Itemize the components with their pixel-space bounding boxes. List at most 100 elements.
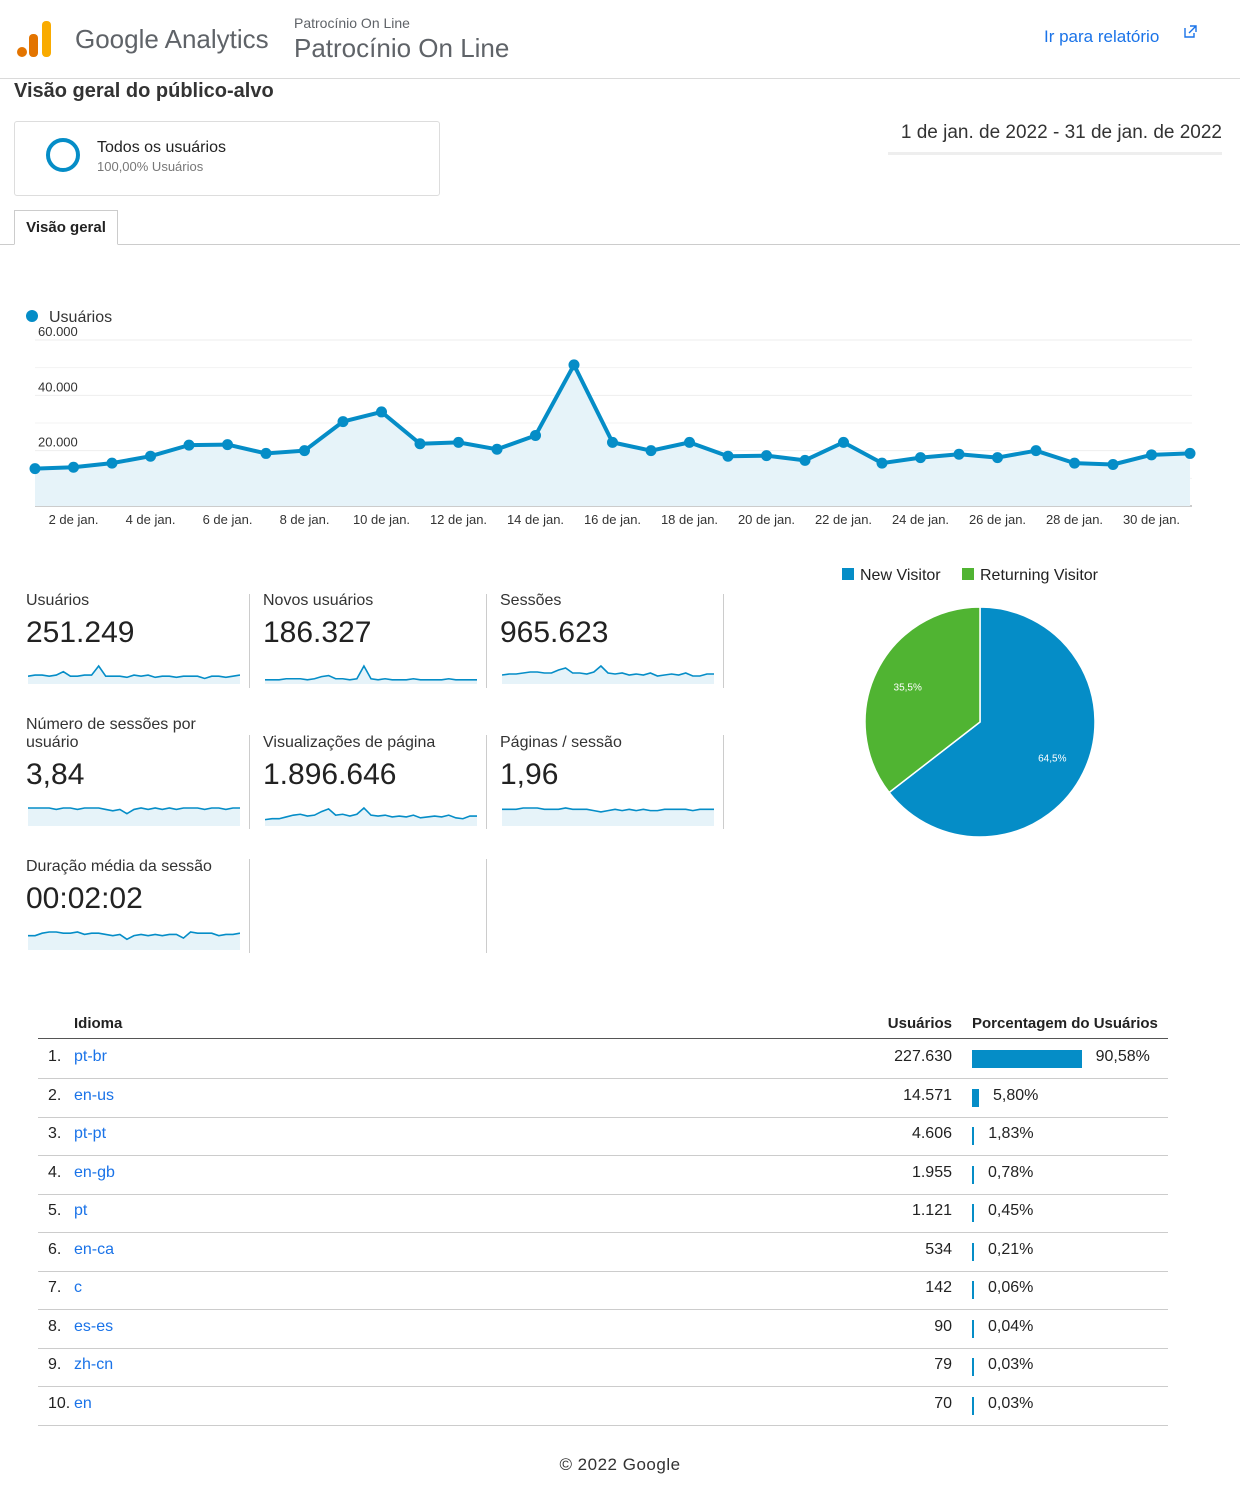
metric-label: Duração média da sessão bbox=[26, 858, 212, 875]
sparkline-line bbox=[28, 664, 240, 680]
legend-label: Returning Visitor bbox=[980, 567, 1098, 584]
go-to-report-link[interactable]: Ir para relatório bbox=[1044, 27, 1160, 46]
row-index: 9. bbox=[48, 1356, 62, 1373]
y-tick-label: 60.000 bbox=[38, 324, 78, 339]
x-tick-label: 12 de jan. bbox=[430, 512, 487, 527]
row-users: 142 bbox=[925, 1279, 952, 1296]
row-language-link[interactable]: es-es bbox=[74, 1317, 114, 1335]
sparkline-area bbox=[502, 808, 714, 826]
header-language[interactable]: Idioma bbox=[74, 1015, 123, 1032]
row-percentage-bar bbox=[972, 1165, 974, 1184]
row-language-link[interactable]: zh-cn bbox=[74, 1356, 114, 1373]
metric-card: Duração média da sessão 00:02:02 bbox=[26, 858, 262, 974]
metric-divider bbox=[249, 859, 250, 953]
x-tick-label: 6 de jan. bbox=[203, 512, 253, 527]
row-percentage: 0,78% bbox=[988, 1163, 1034, 1181]
tab-divider bbox=[0, 244, 1240, 245]
table-row: 3. pt-pt 4.606 1,83% bbox=[38, 1117, 1168, 1156]
data-point bbox=[106, 457, 118, 469]
data-point bbox=[876, 457, 888, 469]
sparkline-area bbox=[502, 666, 714, 684]
metric-label: Novos usuários bbox=[263, 592, 374, 609]
sparkline-line bbox=[28, 807, 240, 815]
row-percentage-bar bbox=[972, 1050, 1082, 1068]
data-point bbox=[222, 439, 233, 451]
row-percentage-bar bbox=[972, 1319, 974, 1338]
metric-value: 251.249 bbox=[26, 616, 135, 649]
metric-card: Usuários 251.249 bbox=[26, 592, 262, 708]
sparkline-line bbox=[502, 664, 714, 677]
data-point bbox=[1107, 459, 1119, 470]
row-language-link[interactable]: en-us bbox=[74, 1086, 115, 1104]
metric-label: Número de sessões por usuário bbox=[26, 716, 196, 751]
account-name-small: Patrocínio On Line bbox=[294, 15, 410, 31]
row-percentage-bar bbox=[972, 1242, 974, 1261]
data-point bbox=[915, 452, 926, 464]
header-percentage[interactable]: Porcentagem do Usuários bbox=[972, 1015, 1158, 1032]
y-tick-label: 40.000 bbox=[38, 379, 78, 394]
metric-sparkline bbox=[502, 807, 714, 826]
table-row: 7. c 142 0,06% bbox=[38, 1271, 1168, 1310]
metric-divider bbox=[249, 594, 250, 688]
legend-swatch bbox=[842, 567, 854, 580]
date-range-picker[interactable]: 1 de jan. de 2022 - 31 de jan. de 2022 bbox=[888, 122, 1222, 155]
metric-sparkline bbox=[502, 664, 714, 684]
row-language-link[interactable]: c bbox=[74, 1279, 82, 1296]
row-users: 14.571 bbox=[903, 1086, 952, 1104]
legend-swatch bbox=[962, 567, 974, 580]
row-users: 227.630 bbox=[894, 1048, 952, 1065]
row-percentage: 5,80% bbox=[993, 1086, 1039, 1104]
external-link-icon[interactable] bbox=[1183, 25, 1197, 39]
row-language-link[interactable]: pt bbox=[74, 1202, 88, 1219]
sparkline-area bbox=[28, 666, 240, 684]
x-tick-label: 4 de jan. bbox=[126, 512, 176, 527]
row-users: 70 bbox=[934, 1394, 952, 1412]
sparkline-area bbox=[265, 808, 477, 826]
table-row: 6. en-ca 534 0,21% bbox=[38, 1233, 1168, 1272]
row-percentage: 0,21% bbox=[988, 1240, 1034, 1258]
x-tick-label: 28 de jan. bbox=[1046, 512, 1103, 527]
row-language-link[interactable]: en bbox=[74, 1394, 92, 1412]
sparkline-line bbox=[502, 807, 714, 813]
metric-divider bbox=[249, 735, 250, 829]
metric-sparkline bbox=[28, 664, 240, 684]
tab-overview[interactable]: Visão geral bbox=[14, 210, 118, 245]
row-language-link[interactable]: pt-pt bbox=[74, 1125, 107, 1142]
metric-sparkline bbox=[265, 664, 477, 684]
x-tick-label: 26 de jan. bbox=[969, 512, 1026, 527]
row-percentage: 0,03% bbox=[988, 1394, 1034, 1412]
x-tick-label: 30 de jan. bbox=[1123, 512, 1180, 527]
table-row: 8. es-es 90 0,04% bbox=[38, 1310, 1168, 1349]
table-header: Idioma Usuários Porcentagem do Usuários bbox=[38, 1010, 1168, 1039]
data-point bbox=[1184, 447, 1196, 459]
metric-card: Páginas / sessão 1,96 bbox=[500, 734, 736, 850]
table-row: 10. en 70 0,03% bbox=[38, 1387, 1168, 1426]
pie-legend-new-visitor: New Visitor bbox=[842, 567, 941, 585]
x-tick-label: 8 de jan. bbox=[280, 512, 330, 527]
row-language-link[interactable]: en-ca bbox=[74, 1240, 115, 1258]
row-users: 1.121 bbox=[911, 1202, 952, 1219]
x-tick-label: 18 de jan. bbox=[661, 512, 718, 527]
row-index: 10. bbox=[48, 1394, 71, 1412]
data-point bbox=[799, 454, 811, 466]
metric-value: 00:02:02 bbox=[26, 882, 143, 915]
metric-divider bbox=[486, 735, 487, 829]
row-percentage-bar bbox=[972, 1396, 974, 1415]
sparkline-area bbox=[28, 932, 240, 950]
row-language-link[interactable]: en-gb bbox=[74, 1163, 115, 1181]
header-users[interactable]: Usuários bbox=[887, 1015, 952, 1032]
row-index: 1. bbox=[48, 1048, 62, 1065]
row-language-link[interactable]: pt-br bbox=[74, 1048, 107, 1065]
table-row: 9. zh-cn 79 0,03% bbox=[38, 1348, 1168, 1387]
segment-name: Todos os usuários bbox=[97, 139, 226, 156]
x-tick-label: 14 de jan. bbox=[507, 512, 564, 527]
segment-card[interactable]: Todos os usuários 100,00% Usuários bbox=[14, 121, 440, 196]
data-point bbox=[29, 463, 41, 475]
sparkline-area bbox=[265, 666, 477, 684]
metric-card: Novos usuários 186.327 bbox=[263, 592, 499, 708]
row-percentage: 0,06% bbox=[988, 1279, 1034, 1296]
row-users: 90 bbox=[934, 1317, 952, 1335]
metric-value: 1,96 bbox=[500, 758, 559, 791]
row-percentage: 0,03% bbox=[988, 1356, 1034, 1373]
metric-label: Visualizações de página bbox=[263, 734, 436, 751]
